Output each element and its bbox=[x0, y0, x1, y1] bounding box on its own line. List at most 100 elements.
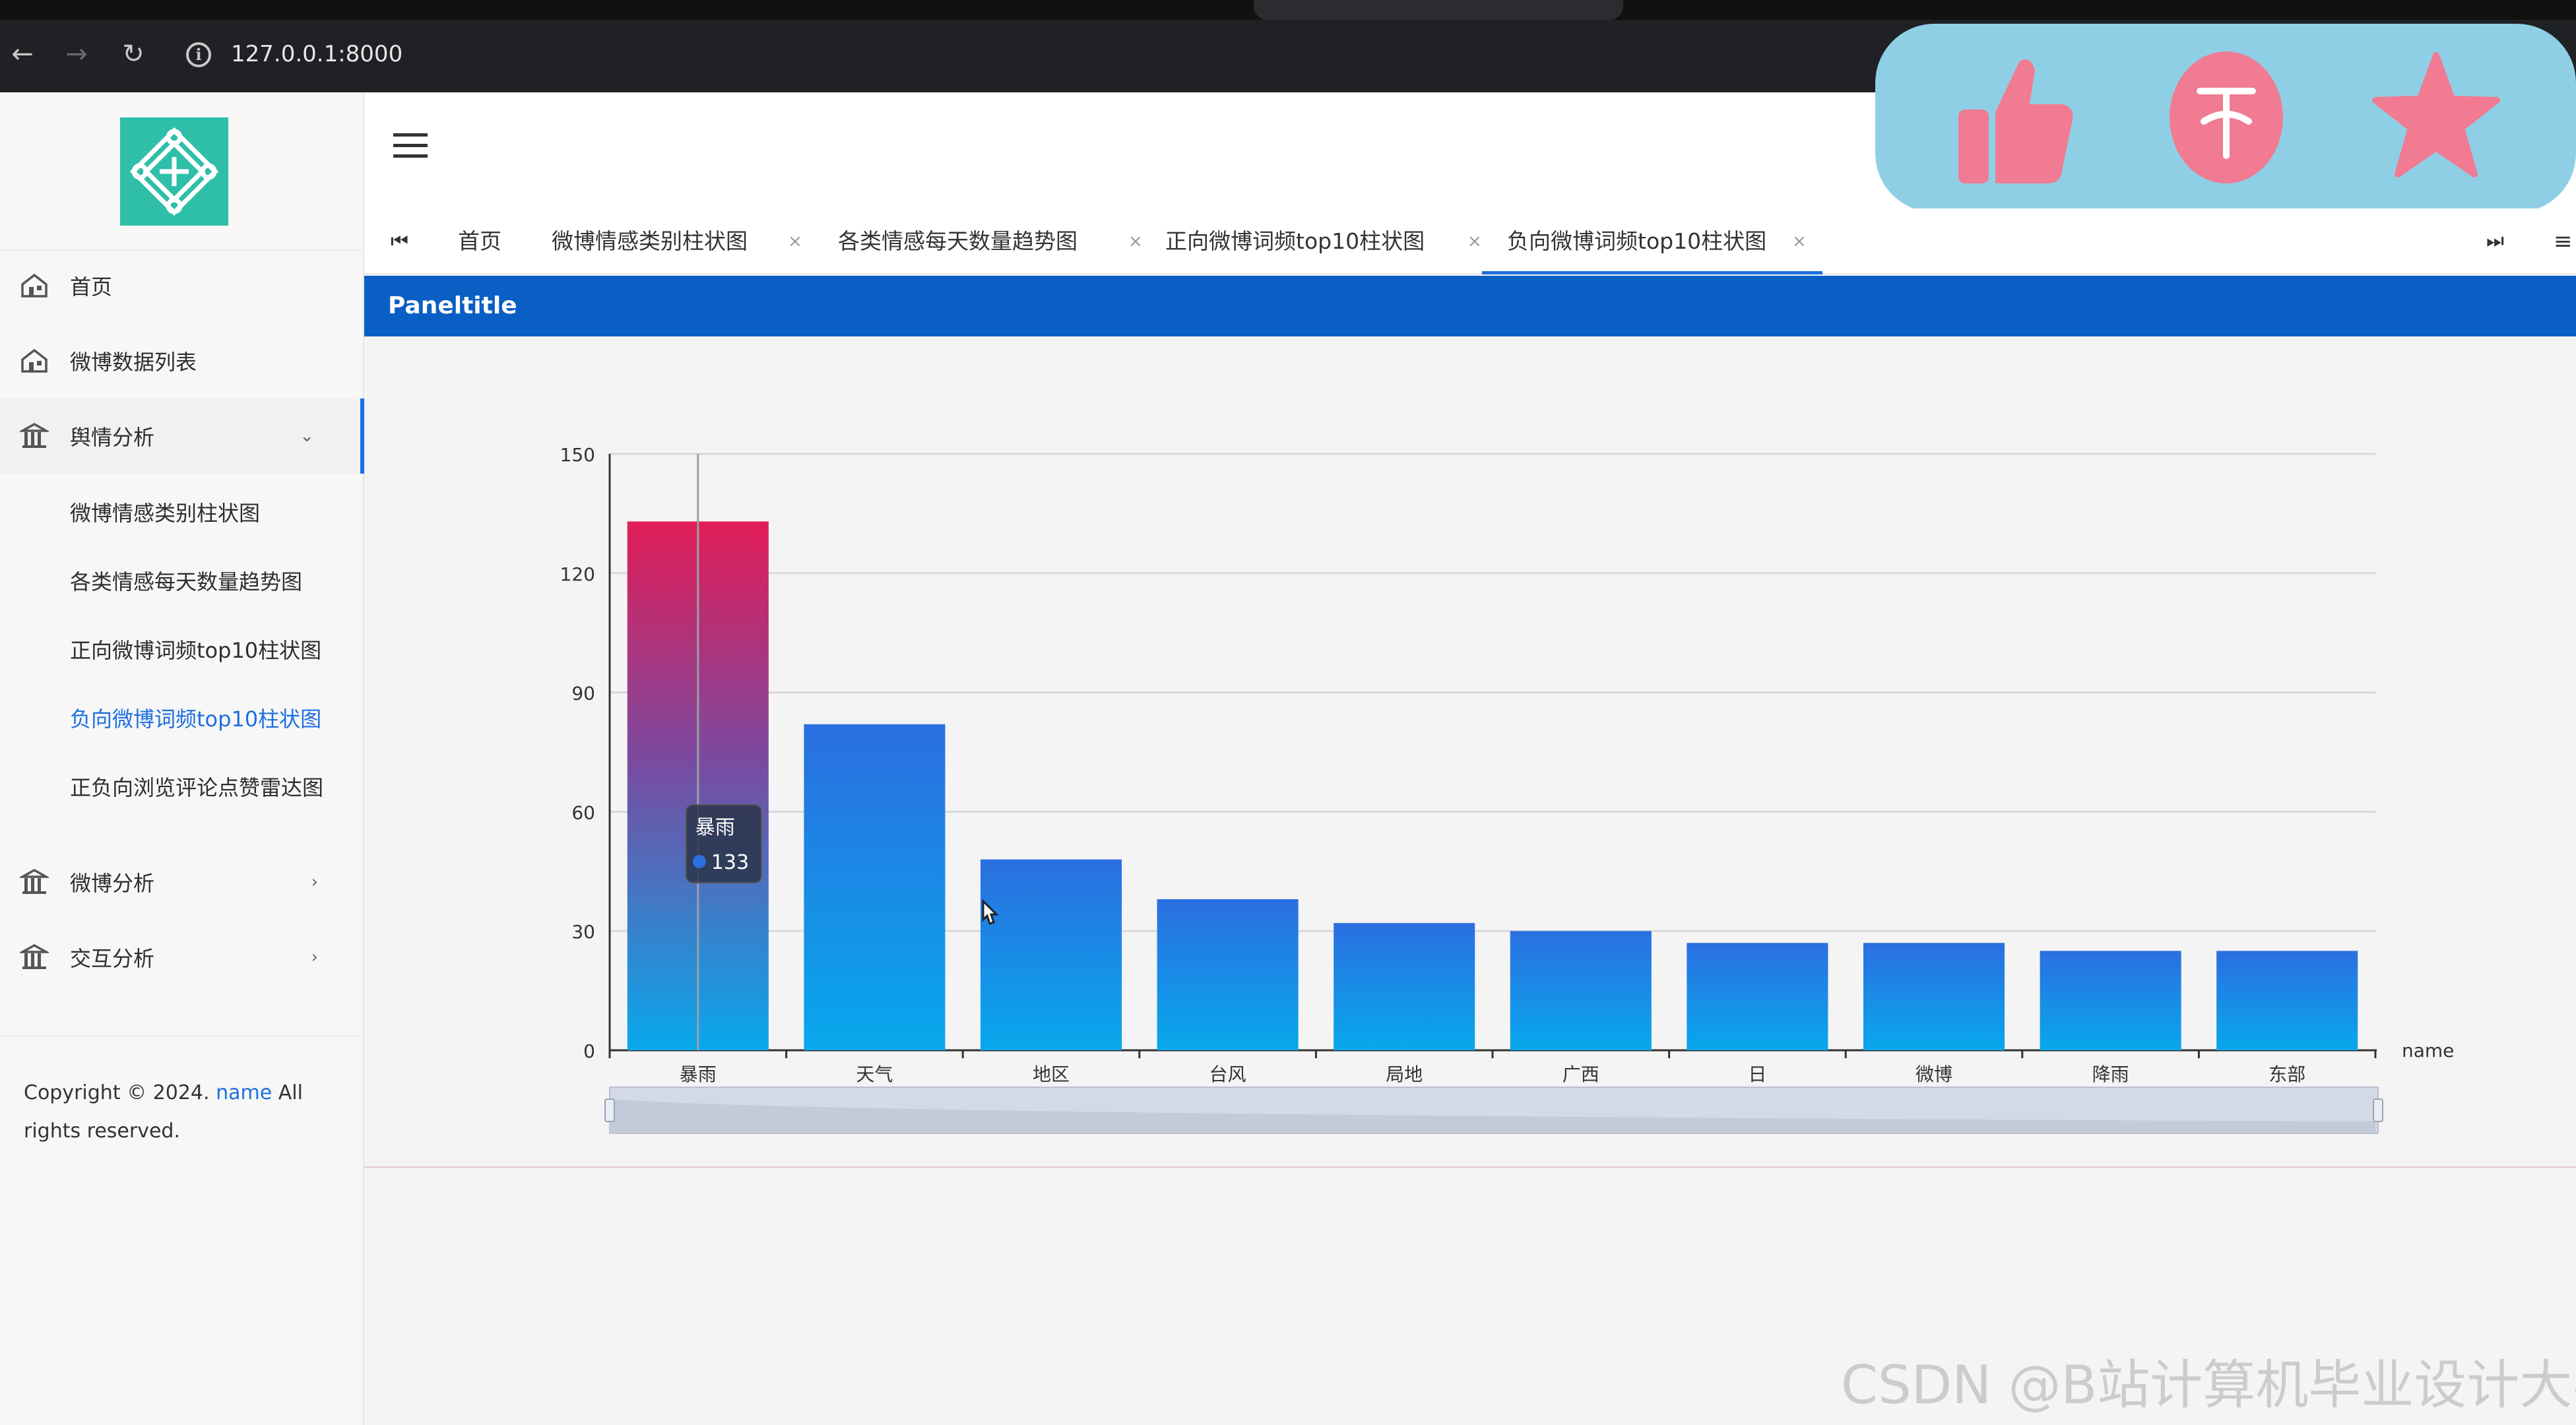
bar-广西[interactable] bbox=[1510, 931, 1652, 1050]
sidebar-item-label: 首页 bbox=[70, 274, 113, 300]
copyright-text: Copyright © 2024. name All rights reserv… bbox=[24, 1074, 334, 1151]
datazoom-preview bbox=[610, 1099, 2375, 1133]
bank-icon bbox=[20, 868, 49, 894]
bar-地区[interactable] bbox=[980, 859, 1122, 1050]
sidebar-subitem-radar-chart[interactable]: 正负向浏览评论点赞雷达图 bbox=[70, 775, 324, 800]
tooltip-series-dot bbox=[692, 855, 706, 868]
bar-台风[interactable] bbox=[1157, 899, 1299, 1050]
close-icon[interactable]: × bbox=[1128, 232, 1143, 251]
sidebar-subitem-negative-top10-chart[interactable]: 负向微博词频top10柱状图 bbox=[70, 707, 322, 732]
close-icon[interactable]: × bbox=[788, 232, 802, 251]
x-axis-name: name bbox=[2402, 1040, 2454, 1061]
home-icon bbox=[21, 348, 48, 373]
bank-icon bbox=[20, 422, 49, 448]
logo-area bbox=[0, 92, 364, 251]
tab-label: 微博情感类别柱状图 bbox=[552, 228, 748, 254]
coin-icon[interactable] bbox=[2160, 44, 2292, 189]
tab-positive-top10-chart[interactable]: 正向微博词频top10柱状图 × bbox=[1165, 208, 1508, 274]
bar-微博[interactable] bbox=[1863, 943, 2005, 1050]
sidebar-divider bbox=[0, 1036, 364, 1037]
close-icon[interactable]: × bbox=[1792, 232, 1807, 251]
menu-toggle-icon[interactable] bbox=[393, 133, 428, 160]
sidebar-item-label: 微博分析 bbox=[70, 871, 155, 896]
datazoom-handle[interactable] bbox=[2373, 1098, 2383, 1122]
chart-panel: 0 30 60 90 120 150 暴雨 天气 地区 台风 局地 广西日微博 降雨 东部 name 暴雨 13… bbox=[364, 276, 2576, 1168]
sidebar-item-interaction-analysis[interactable]: 交互分析 › bbox=[0, 920, 364, 995]
tooltip-category: 暴雨 bbox=[695, 816, 735, 839]
tab-home[interactable]: 首页 bbox=[458, 208, 501, 274]
bank-icon bbox=[20, 943, 49, 969]
sidebar-item-weibo-data-list[interactable]: 微博数据列表 bbox=[0, 323, 364, 398]
site-info-icon[interactable]: i bbox=[186, 42, 211, 67]
x-category-label: 天气 bbox=[856, 1063, 893, 1085]
x-category-label: 局地 bbox=[1386, 1063, 1423, 1085]
sidebar-item-sentiment-analysis[interactable]: 舆情分析 ⌄ bbox=[0, 398, 364, 474]
forward-icon[interactable]: → bbox=[65, 39, 88, 69]
browser-tabstrip bbox=[0, 0, 2576, 20]
browser-tab[interactable] bbox=[1254, 0, 1623, 20]
home-icon bbox=[21, 273, 48, 298]
like-icon[interactable] bbox=[1947, 44, 2078, 189]
x-category-label: 微博 bbox=[1916, 1063, 1952, 1085]
x-category-label: 广西 bbox=[1562, 1063, 1599, 1085]
y-tick-label: 30 bbox=[571, 921, 595, 943]
x-category-label: 降雨 bbox=[2092, 1063, 2129, 1085]
back-icon[interactable]: ← bbox=[11, 39, 34, 69]
copyright-name-link[interactable]: name bbox=[216, 1081, 273, 1104]
scroll-last-tab-icon[interactable]: ⏭ bbox=[2486, 230, 2504, 253]
reload-icon[interactable]: ↻ bbox=[122, 39, 145, 69]
chevron-right-icon: › bbox=[311, 947, 318, 967]
favorite-icon[interactable] bbox=[2370, 44, 2502, 189]
page-tab-bar: ⏮ 首页 微博情感类别柱状图 × 各类情感每天数量趋势图 × 正向微博词频top… bbox=[364, 208, 2576, 274]
mouse-cursor-icon bbox=[982, 899, 999, 925]
x-category-label: 台风 bbox=[1209, 1063, 1246, 1085]
datazoom-handle[interactable] bbox=[604, 1098, 615, 1122]
sidebar-subitem-positive-top10-chart[interactable]: 正向微博词频top10柱状图 bbox=[70, 638, 322, 663]
watermark: CSDN @B站计算机毕业设计大学 bbox=[1841, 1354, 2576, 1416]
y-tick-label: 120 bbox=[560, 563, 595, 585]
sidebar-item-label: 舆情分析 bbox=[70, 425, 155, 450]
copyright-suffix: All rights reserved. bbox=[24, 1081, 303, 1143]
bar-降雨[interactable] bbox=[2040, 951, 2181, 1050]
copyright-prefix: Copyright © 2024. bbox=[24, 1081, 210, 1104]
y-tick-label: 90 bbox=[571, 683, 595, 705]
bar-东部[interactable] bbox=[2216, 951, 2358, 1050]
x-category-label: 日 bbox=[1748, 1063, 1766, 1085]
bar-局地[interactable] bbox=[1334, 923, 1475, 1050]
close-icon[interactable]: × bbox=[1467, 232, 1482, 251]
bar-日[interactable] bbox=[1687, 943, 1828, 1050]
sidebar-subitem-sentiment-bar-chart[interactable]: 微博情感类别柱状图 bbox=[70, 501, 261, 526]
tab-label: 负向微博词频top10柱状图 bbox=[1507, 228, 1767, 254]
sidebar-item-label: 交互分析 bbox=[70, 946, 155, 971]
x-category-label: 地区 bbox=[1033, 1063, 1070, 1085]
sidebar: 首页 微博数据列表 舆情分析 ⌄ 微博情感类别柱状图 各类情感每天数量趋 bbox=[0, 92, 364, 1425]
tab-negative-top10-chart[interactable]: 负向微博词频top10柱状图 × bbox=[1482, 208, 1822, 274]
address-bar[interactable]: 127.0.0.1:8000 bbox=[231, 41, 403, 67]
sidebar-item-weibo-analysis[interactable]: 微博分析 › bbox=[0, 844, 364, 920]
tab-label: 各类情感每天数量趋势图 bbox=[838, 228, 1078, 254]
bar-chart[interactable]: 0306090120150暴雨 天气 地区 台风 局地 广西日微博 降雨 东部name暴雨13… bbox=[364, 276, 2576, 1168]
tab-label: 正向微博词频top10柱状图 bbox=[1165, 228, 1425, 254]
tab-sentiment-bar-chart[interactable]: 微博情感类别柱状图 × bbox=[552, 208, 829, 274]
x-category-label: 东部 bbox=[2269, 1063, 2305, 1085]
bar-天气[interactable] bbox=[804, 724, 946, 1050]
sidebar-item-label: 微博数据列表 bbox=[70, 350, 197, 375]
x-category-label: 暴雨 bbox=[680, 1063, 717, 1085]
tooltip-value: 133 bbox=[711, 851, 749, 874]
y-tick-label: 60 bbox=[571, 802, 595, 823]
y-tick-label: 150 bbox=[560, 444, 595, 466]
scroll-first-tab-icon[interactable]: ⏮ bbox=[391, 230, 408, 253]
sidebar-item-home[interactable]: 首页 bbox=[0, 248, 364, 323]
chevron-right-icon: › bbox=[311, 872, 318, 892]
tab-label: 首页 bbox=[458, 228, 501, 254]
tab-daily-trend-chart[interactable]: 各类情感每天数量趋势图 × bbox=[838, 208, 1168, 274]
panel-title: Paneltitle bbox=[364, 276, 2576, 336]
chart-layer: 0306090120150暴雨 天气 地区 台风 局地 广西日微博 降雨 东部name暴雨13… bbox=[560, 444, 2454, 1134]
tab-more-menu-icon[interactable]: ≡ bbox=[2554, 228, 2573, 255]
floating-action-panel bbox=[1875, 24, 2576, 212]
chevron-down-icon: ⌄ bbox=[300, 426, 314, 446]
y-tick-label: 0 bbox=[583, 1040, 595, 1062]
logo[interactable] bbox=[120, 117, 228, 226]
sidebar-subitem-daily-trend-chart[interactable]: 各类情感每天数量趋势图 bbox=[70, 569, 303, 594]
